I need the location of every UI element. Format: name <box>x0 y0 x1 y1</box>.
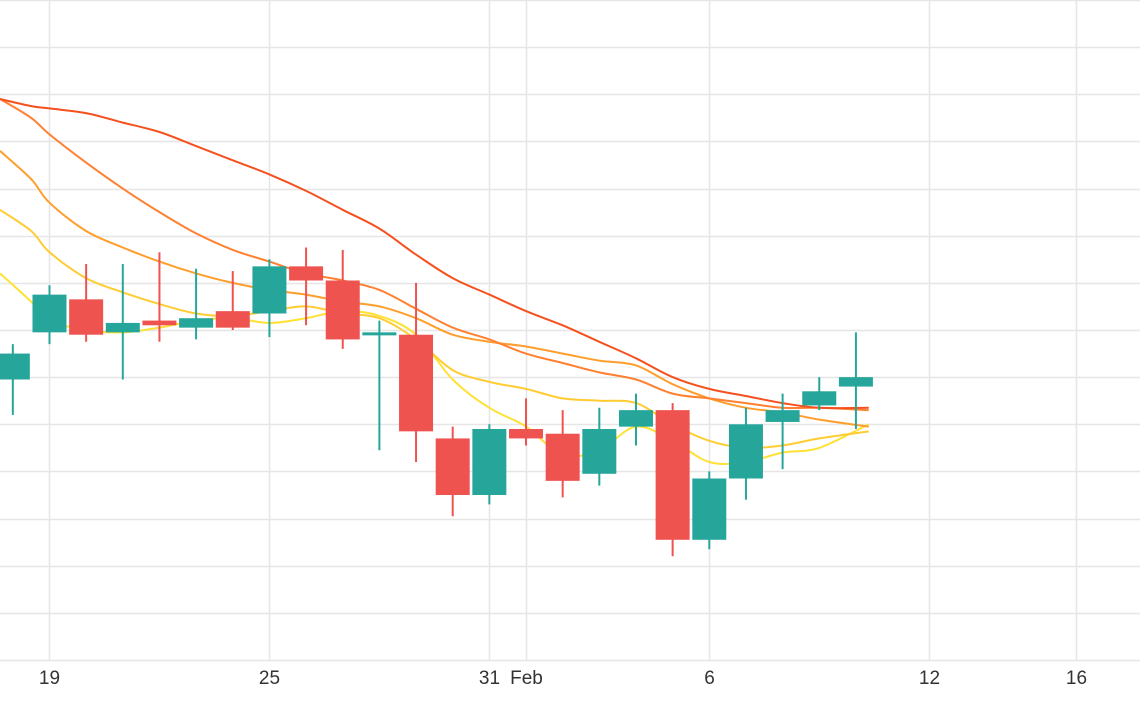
moving-average-lines <box>0 98 870 465</box>
candle-body <box>69 299 104 335</box>
candle-body <box>105 322 140 333</box>
candle-down <box>69 264 104 342</box>
x-tick-label: 19 <box>39 668 60 689</box>
candle-up <box>105 264 140 380</box>
ma-line-4 <box>0 98 869 412</box>
candle-up <box>692 471 727 550</box>
candle-body <box>582 429 617 474</box>
candle-up <box>179 268 214 340</box>
candle-up <box>252 259 287 338</box>
candle-up <box>0 344 30 415</box>
candle-body <box>802 391 837 406</box>
candle-body <box>435 438 470 495</box>
x-tick-label: 16 <box>1066 668 1087 689</box>
candle-up <box>618 393 653 446</box>
candle-down <box>215 271 250 330</box>
candle-body <box>142 320 177 326</box>
candle-body <box>618 410 653 427</box>
x-tick-label: 25 <box>259 668 280 689</box>
candle-body <box>838 377 873 387</box>
candle-body <box>692 478 727 540</box>
candle-body <box>545 433 580 481</box>
x-tick-label: 6 <box>704 668 715 689</box>
candle-up <box>32 285 67 345</box>
candle-body <box>32 294 67 333</box>
candle-body <box>289 266 324 281</box>
candle-body <box>655 410 690 540</box>
candle-up <box>838 332 873 429</box>
candle-body <box>179 318 214 328</box>
candle-body <box>509 429 544 439</box>
x-axis-tick-labels: 19 25 31 Feb 6 12 16 <box>39 668 1087 689</box>
candle-down <box>509 398 544 446</box>
candle-down <box>142 252 177 342</box>
candle-up <box>362 320 397 451</box>
candle-body <box>765 410 800 422</box>
x-tick-label: Feb <box>510 668 543 689</box>
candle-down <box>545 410 580 498</box>
candle-up <box>728 407 763 500</box>
candle-body <box>215 311 250 328</box>
candle-body <box>325 280 360 340</box>
candle-body <box>362 332 397 336</box>
ma-line-3 <box>0 150 869 428</box>
candle-body <box>0 353 30 380</box>
candle-up <box>472 424 507 505</box>
candle-down <box>399 282 434 462</box>
candles <box>0 247 873 557</box>
candle-up <box>765 393 800 470</box>
x-tick-label: 31 <box>479 668 500 689</box>
candle-body <box>252 266 287 314</box>
candle-body <box>472 429 507 495</box>
x-tick-label: 12 <box>919 668 940 689</box>
candle-body <box>728 424 763 479</box>
ma-line-5 <box>0 98 869 410</box>
candle-up <box>582 407 617 486</box>
candle-down <box>655 403 690 557</box>
candle-down <box>289 247 324 326</box>
candle-down <box>435 426 470 517</box>
candle-up <box>802 377 837 411</box>
horizontal-gridlines <box>0 0 1140 662</box>
candle-body <box>399 334 434 432</box>
candle-down <box>325 249 360 349</box>
